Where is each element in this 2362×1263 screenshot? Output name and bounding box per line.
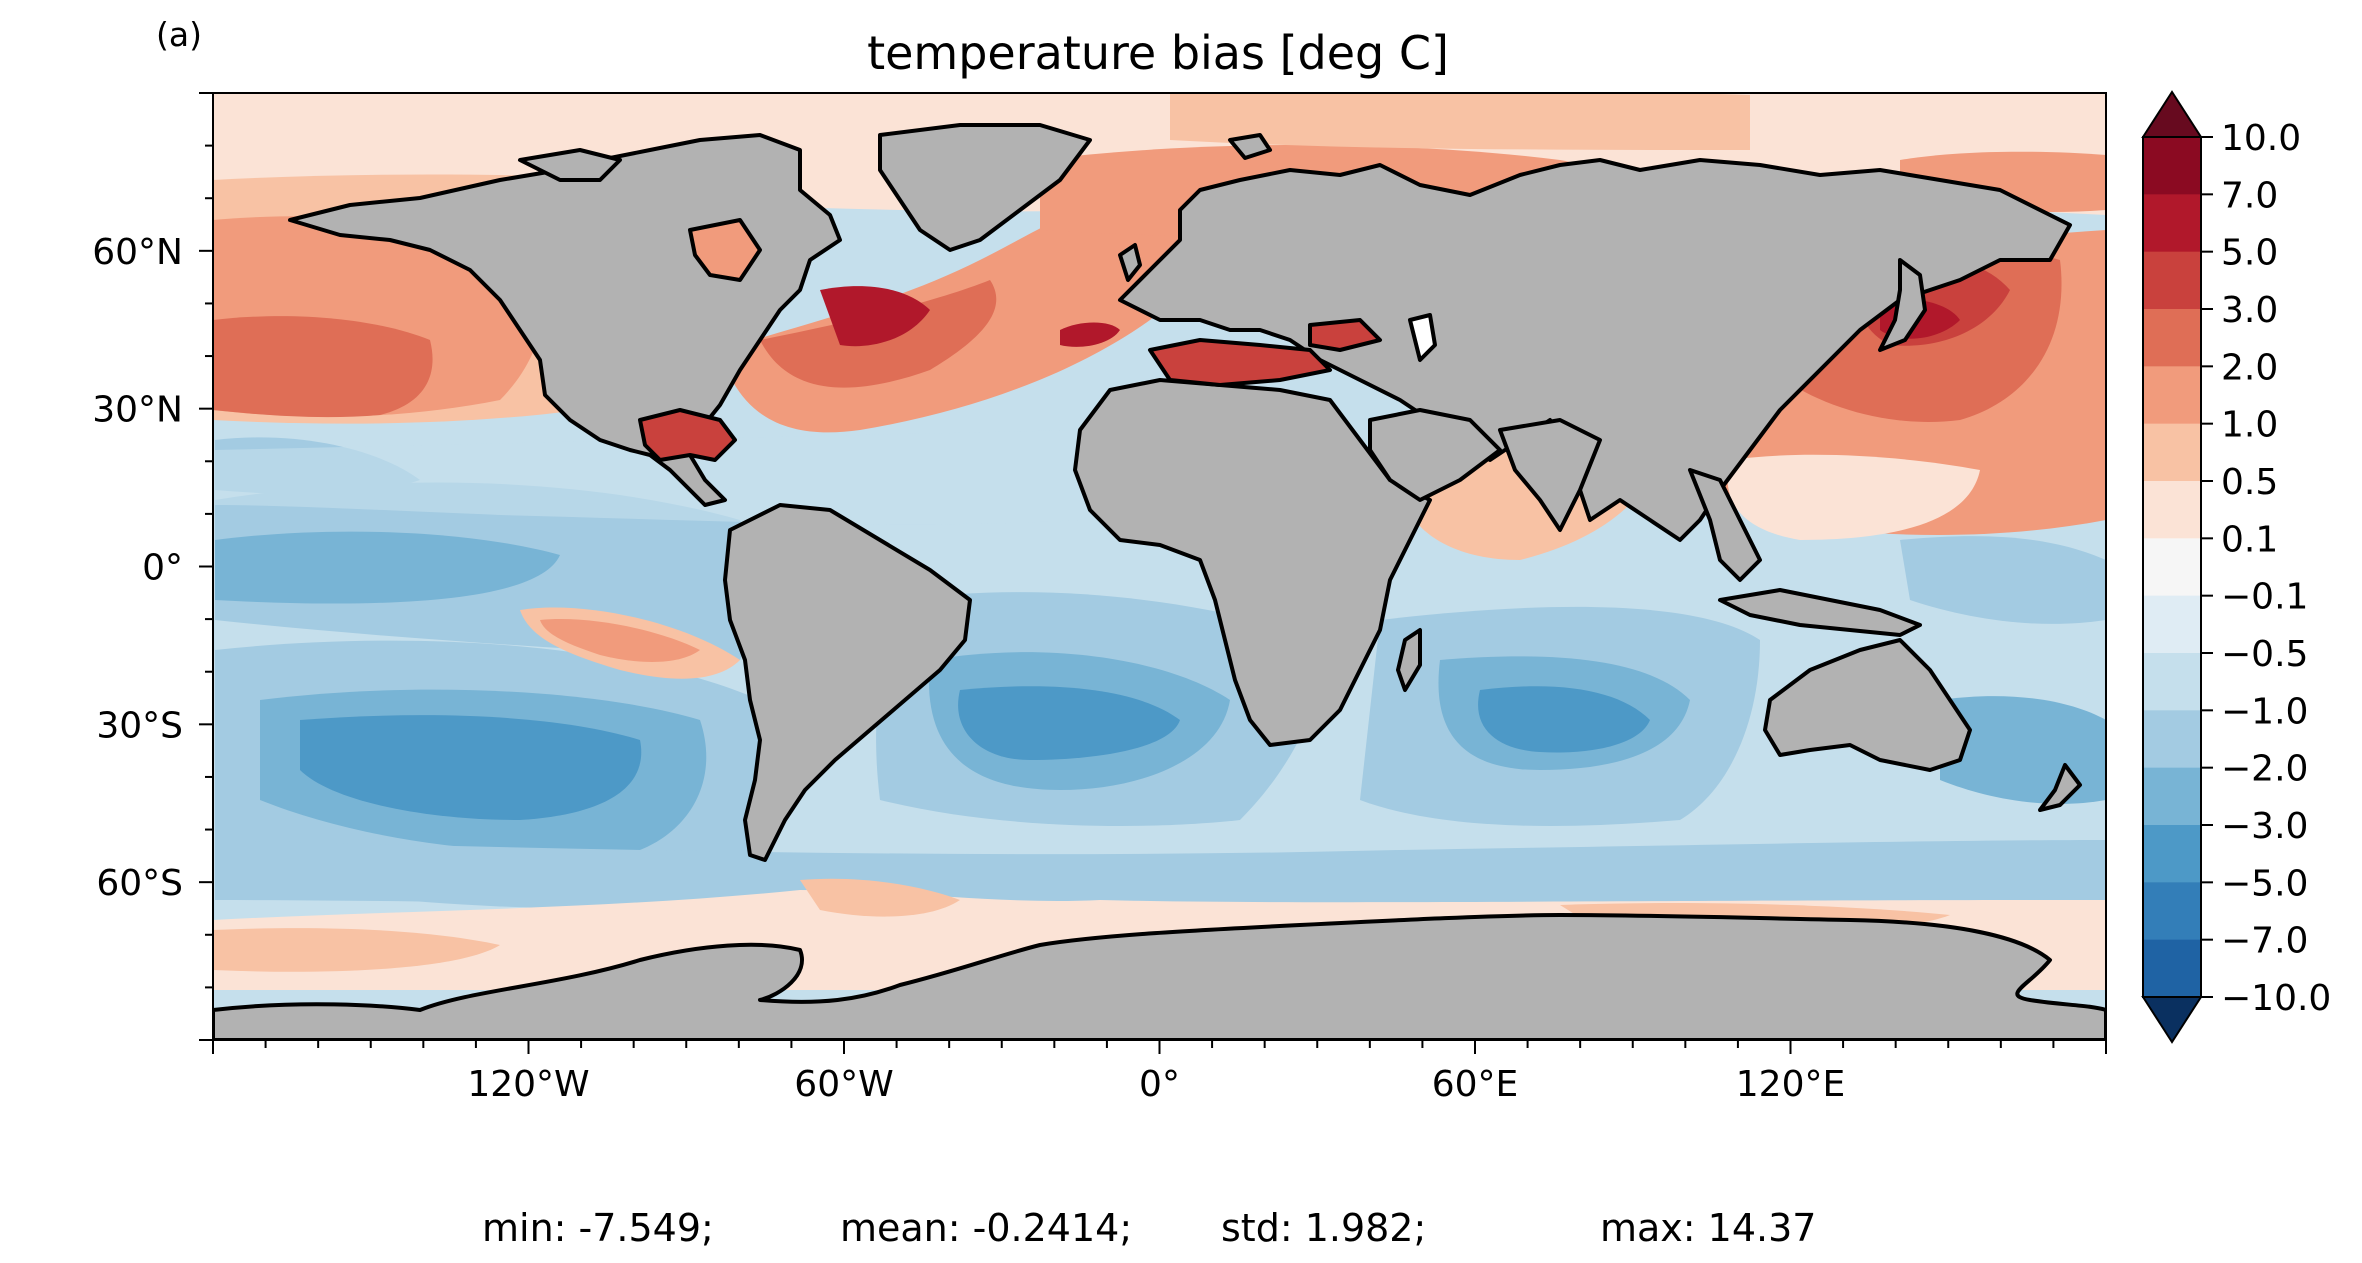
land-south-america	[723, 503, 972, 862]
y-tick-label: 30°S	[96, 705, 183, 746]
colorbar-band	[2143, 595, 2201, 654]
map-title: temperature bias [deg C]	[867, 26, 1449, 80]
colorbar-tick-label: −10.0	[2221, 978, 2331, 1019]
cold-bias-field	[215, 430, 2106, 909]
y-tick-label: 60°N	[92, 232, 183, 273]
colorbar-frame	[2142, 136, 2202, 998]
stat-min: min: -7.549;	[482, 1206, 714, 1250]
land-southeast-asia	[1688, 468, 1762, 582]
colorbar-band	[2143, 653, 2201, 711]
colorbar-over-arrow	[2141, 90, 2203, 138]
colorbar-tick-label: −5.0	[2221, 863, 2308, 904]
land-africa	[1073, 378, 1432, 747]
colorbar-tick-label: −0.5	[2221, 634, 2308, 675]
colorbar-tick-label: −7.0	[2221, 921, 2308, 962]
colorbar-band	[2143, 882, 2201, 941]
stat-max: max: 14.37	[1600, 1206, 1817, 1250]
colorbar-band	[2143, 767, 2201, 826]
land-mediterranean-sea	[1148, 338, 1332, 387]
colorbar-tick-label: 10.0	[2221, 118, 2301, 159]
colorbar-band	[2143, 481, 2201, 539]
land-uk	[1118, 243, 1142, 282]
land-black-sea	[1308, 318, 1382, 352]
colorbar: 10.0 7.0 5.0 3.0 2.0 1.0 0.5 0.1 −0.1 −0.5 −1.0 −2.…	[2141, 90, 2331, 1044]
land-caspian-sea	[1408, 313, 1437, 362]
stats-line: min: -7.549; mean: -0.2414; std: 1.982; …	[0, 1206, 2362, 1250]
x-tick-label: 60°W	[794, 1064, 893, 1105]
colorbar-tick-label: 7.0	[2221, 175, 2278, 216]
colorbar-band	[2143, 710, 2201, 769]
x-tick-label: 0°	[1139, 1064, 1180, 1105]
land-australia	[1763, 638, 1972, 772]
colorbar-tick-label: −1.0	[2221, 691, 2308, 732]
land-hudson-bay	[688, 218, 762, 282]
x-tick-label: 120°E	[1736, 1064, 1845, 1105]
panel-label: (a)	[156, 15, 202, 54]
stat-mean: mean: -0.2414;	[840, 1206, 1133, 1250]
y-tick-label: 30°N	[92, 390, 183, 431]
colorbar-band	[2143, 137, 2201, 195]
land-gulf-mexico-shore	[638, 408, 737, 462]
land-svalbard	[1228, 133, 1272, 160]
land-greenland	[878, 123, 1092, 252]
land-arctic-islands	[518, 148, 622, 182]
colorbar-band	[2143, 309, 2201, 367]
x-tick-label: 120°W	[467, 1064, 589, 1105]
colorbar-tick-label: −3.0	[2221, 806, 2308, 847]
land-madagascar	[1396, 628, 1422, 692]
land-japan	[1878, 258, 1927, 352]
y-tick-label: 0°	[142, 548, 183, 589]
colorbar-band	[2143, 366, 2201, 425]
colorbar-band	[2143, 194, 2201, 253]
colorbar-tick-label: 1.0	[2221, 405, 2278, 446]
colorbar-band	[2143, 423, 2201, 482]
colorbar-under-arrow	[2141, 996, 2203, 1044]
y-tick-label: 60°S	[96, 863, 183, 904]
stat-std: std: 1.982;	[1221, 1206, 1427, 1250]
colorbar-band	[2143, 538, 2201, 597]
colorbar-band	[2143, 939, 2201, 998]
x-axis: 120°W 60°W 0° 60°E 120°E	[212, 1040, 2107, 1105]
map-area	[213, 93, 2106, 1040]
colorbar-tick-label: −2.0	[2221, 749, 2308, 790]
land-india	[1498, 418, 1602, 532]
colorbar-tick-label: 3.0	[2221, 290, 2278, 331]
x-tick-label: 60°E	[1432, 1064, 1519, 1105]
y-axis: 60°N 30°N 0° 30°S 60°S	[92, 92, 213, 1041]
colorbar-tick-label: 5.0	[2221, 233, 2278, 274]
land-arabia	[1368, 408, 1502, 502]
land-new-zealand	[2038, 763, 2082, 812]
colorbar-band	[2143, 251, 2201, 310]
land	[213, 123, 2106, 1040]
colorbar-tick-label: 0.5	[2221, 462, 2278, 503]
land-indonesia	[1718, 588, 1922, 637]
colorbar-tick-label: −0.1	[2221, 577, 2308, 618]
colorbar-tick-label: 0.1	[2221, 519, 2278, 560]
land-antarctica	[213, 913, 2106, 1040]
colorbar-band	[2143, 825, 2201, 883]
colorbar-tick-label: 2.0	[2221, 347, 2278, 388]
